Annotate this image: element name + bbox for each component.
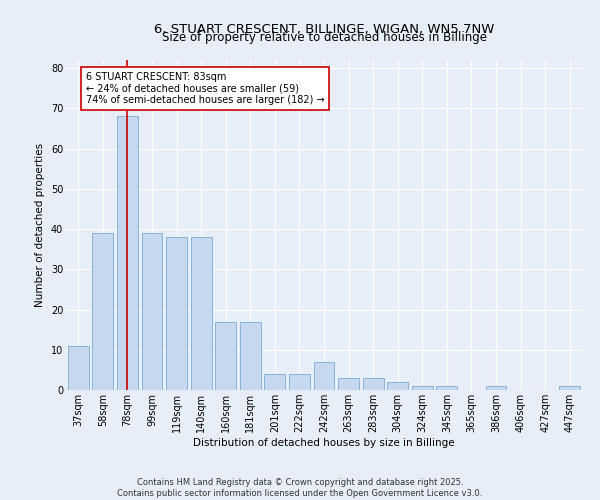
Bar bbox=[387, 382, 408, 390]
Text: 6, STUART CRESCENT, BILLINGE, WIGAN, WN5 7NW: 6, STUART CRESCENT, BILLINGE, WIGAN, WN5… bbox=[154, 22, 494, 36]
Bar bbox=[362, 378, 383, 390]
Bar bbox=[412, 386, 433, 390]
Bar bbox=[436, 386, 457, 390]
Bar bbox=[92, 233, 113, 390]
Bar bbox=[68, 346, 89, 390]
Bar bbox=[289, 374, 310, 390]
Bar bbox=[142, 233, 163, 390]
Bar bbox=[265, 374, 286, 390]
Bar bbox=[166, 237, 187, 390]
Text: 6 STUART CRESCENT: 83sqm
← 24% of detached houses are smaller (59)
74% of semi-d: 6 STUART CRESCENT: 83sqm ← 24% of detach… bbox=[86, 72, 324, 106]
Bar bbox=[485, 386, 506, 390]
Bar bbox=[191, 237, 212, 390]
Y-axis label: Number of detached properties: Number of detached properties bbox=[35, 143, 45, 307]
Bar bbox=[215, 322, 236, 390]
Bar bbox=[240, 322, 261, 390]
Bar bbox=[117, 116, 138, 390]
Title: Size of property relative to detached houses in Billinge: Size of property relative to detached ho… bbox=[161, 30, 487, 44]
Bar bbox=[338, 378, 359, 390]
Text: Contains HM Land Registry data © Crown copyright and database right 2025.
Contai: Contains HM Land Registry data © Crown c… bbox=[118, 478, 482, 498]
Bar bbox=[559, 386, 580, 390]
Bar bbox=[314, 362, 334, 390]
X-axis label: Distribution of detached houses by size in Billinge: Distribution of detached houses by size … bbox=[193, 438, 455, 448]
